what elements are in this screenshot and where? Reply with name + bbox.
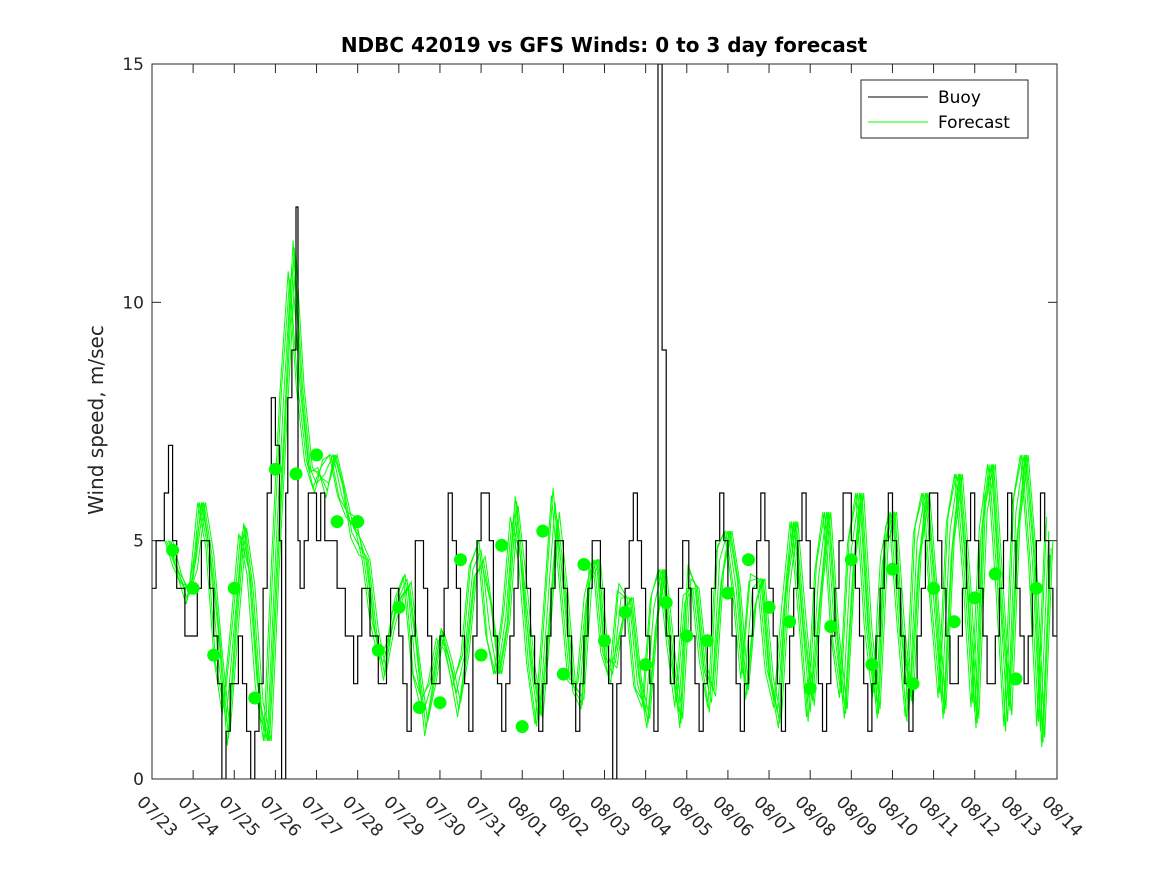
legend-label-buoy: Buoy <box>938 88 981 108</box>
y-tick-label: 10 <box>122 293 144 313</box>
forecast-marker <box>227 581 241 595</box>
forecast-marker <box>330 515 344 529</box>
forecast-marker <box>721 586 735 600</box>
forecast-marker <box>598 634 611 648</box>
forecast-marker <box>536 524 550 538</box>
forecast-marker <box>268 462 282 476</box>
forecast-marker <box>968 591 982 605</box>
forecast-marker <box>351 515 365 529</box>
forecast-marker <box>906 677 920 691</box>
forecast-marker <box>433 696 447 710</box>
forecast-marker <box>166 543 180 557</box>
forecast-run-line <box>164 271 1046 741</box>
forecast-marker <box>474 648 488 662</box>
y-tick-label: 5 <box>133 532 144 552</box>
forecast-marker <box>515 720 529 734</box>
y-axis-label: Wind speed, m/sec <box>84 325 108 515</box>
forecast-marker <box>783 615 797 629</box>
forecast-marker <box>1009 672 1023 686</box>
forecast-marker <box>454 553 467 567</box>
forecast-marker <box>988 567 1002 581</box>
plot-frame <box>151 63 1058 780</box>
forecast-marker <box>639 658 653 672</box>
forecast-marker <box>947 615 961 629</box>
forecast-marker <box>680 629 694 643</box>
forecast-run-line <box>172 254 1054 742</box>
forecast-marker <box>762 600 776 614</box>
forecast-marker <box>886 562 899 576</box>
y-tick-label: 15 <box>122 55 144 75</box>
forecast-marker <box>207 648 221 662</box>
forecast-marker <box>844 553 858 567</box>
forecast-marker <box>556 667 570 681</box>
y-tick-label: 0 <box>133 770 144 790</box>
forecast-marker <box>392 600 406 614</box>
forecast-run-line <box>169 240 1051 748</box>
forecast-marker <box>248 691 262 705</box>
forecast-marker <box>577 558 591 571</box>
forecast-marker <box>803 681 817 695</box>
forecast-marker <box>659 596 673 610</box>
legend-box <box>860 79 1029 139</box>
forecast-marker <box>495 538 509 552</box>
forecast-marker <box>1029 581 1043 595</box>
forecast-marker <box>927 581 941 595</box>
forecast-marker <box>289 467 303 481</box>
legend-label-forecast: Forecast <box>938 113 1010 133</box>
legend: Buoy Forecast <box>860 79 1029 139</box>
forecast-marker <box>865 658 879 672</box>
forecast-marker <box>371 643 385 657</box>
forecast-marker <box>310 448 323 462</box>
forecast-marker <box>412 701 426 714</box>
forecast-marker <box>742 553 755 567</box>
forecast-marker <box>186 581 200 595</box>
forecast-marker <box>700 634 714 648</box>
forecast-marker <box>824 620 838 633</box>
forecast-marker <box>618 605 632 619</box>
chart-title: NDBC 42019 vs GFS Winds: 0 to 3 day fore… <box>341 33 868 57</box>
series-layer <box>152 64 1057 779</box>
